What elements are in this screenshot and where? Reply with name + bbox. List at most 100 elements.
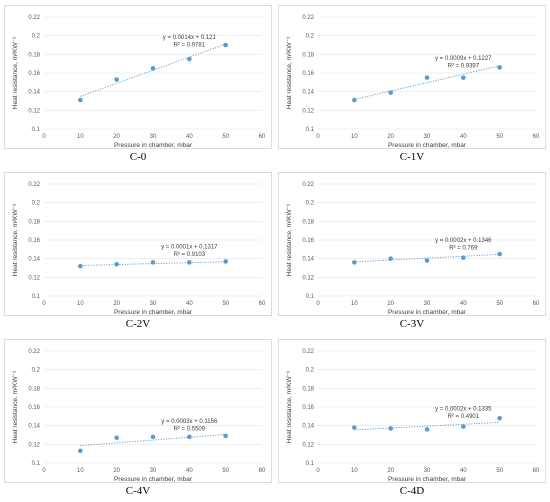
trendline-r2: R² = 0.4901 [448, 414, 480, 420]
trendline-equation: y = 0.0003x + 0.1156 [161, 419, 218, 425]
trendline-r2: R² = 0.9781 [174, 43, 206, 49]
x-tick-label: 50 [222, 134, 229, 140]
y-tick-label: 0.2 [32, 201, 41, 207]
y-tick-label: 0.12 [28, 108, 40, 114]
chart-frame [4, 172, 272, 316]
data-point [187, 434, 192, 440]
data-point [461, 75, 466, 80]
x-tick-label: 60 [259, 468, 266, 474]
x-tick-label: 20 [113, 468, 120, 474]
chart-caption-5: C-4D [399, 485, 425, 497]
x-tick-label: 60 [533, 301, 540, 307]
y-tick-label: 0.2 [32, 34, 41, 40]
data-point [352, 97, 357, 103]
chart-svg-4: 0.1 0.12 0.14 0.16 0.18 0.2 0.22 0 10 20 30 40 50 60 P… [4, 339, 272, 483]
y-tick-label: 0.14 [28, 257, 40, 263]
trendline [80, 261, 226, 266]
chart-svg-5: 0.1 0.12 0.14 0.16 0.18 0.2 0.22 0 10 20 30 40 50 60 P… [278, 339, 546, 483]
y-tick-label: 0.18 [302, 219, 314, 225]
chart-panel-0: 0.1 0.12 0.14 0.16 0.18 0.2 0.22 0 10 20 30 40 50 60 P… [4, 5, 272, 165]
x-tick-label: 30 [150, 468, 157, 474]
data-point [461, 424, 466, 429]
data-point [78, 448, 83, 454]
x-axis-label: Pressure in chamber, mbar [388, 142, 467, 149]
chart-svg-1: 0.1 0.12 0.14 0.16 0.18 0.2 0.22 0 10 20 30 40 50 60 P… [278, 5, 546, 149]
y-tick-label: 0.18 [302, 386, 314, 392]
data-point [187, 260, 192, 265]
y-axis-label: Heat resistance, m²KW⁻¹ [12, 36, 19, 109]
y-tick-label: 0.2 [306, 201, 315, 207]
data-point [114, 435, 119, 441]
x-tick-label: 30 [424, 134, 431, 140]
data-point [424, 427, 430, 432]
trendline-r2: R² = 0.769 [449, 246, 478, 252]
chart-svg-3: 0.1 0.12 0.14 0.16 0.18 0.2 0.22 0 10 20 30 40 50 60 P… [278, 172, 546, 316]
chart-svg-2: 0.1 0.12 0.14 0.16 0.18 0.2 0.22 0 10 20 30 40 50 60 P… [4, 172, 272, 316]
x-tick-label: 50 [496, 468, 503, 474]
y-tick-label: 0.16 [302, 71, 314, 77]
y-tick-label: 0.14 [302, 257, 314, 263]
x-tick-label: 20 [387, 134, 394, 140]
x-tick-label: 20 [113, 301, 120, 307]
data-point [78, 97, 83, 103]
x-tick-label: 10 [351, 134, 358, 140]
x-tick-label: 40 [460, 134, 467, 140]
x-tick-label: 10 [77, 468, 84, 474]
x-tick-label: 10 [351, 468, 358, 474]
chart-caption-0: C-0 [129, 151, 147, 163]
chart-panel-1: 0.1 0.12 0.14 0.16 0.18 0.2 0.22 0 10 20 30 40 50 60 P… [278, 5, 546, 165]
y-tick-label: 0.2 [306, 34, 315, 40]
x-tick-label: 10 [77, 134, 84, 140]
y-tick-label: 0.1 [32, 461, 41, 467]
x-tick-label: 20 [387, 468, 394, 474]
chart-frame [278, 339, 546, 483]
trendline-r2: R² = 0.9103 [174, 252, 206, 258]
chart-caption-1: C-1V [399, 151, 425, 163]
data-point [223, 42, 228, 48]
x-tick-label: 50 [222, 468, 229, 474]
trendline-r2: R² = 0.9397 [448, 64, 480, 70]
chart-svg-0: 0.1 0.12 0.14 0.16 0.18 0.2 0.22 0 10 20 30 40 50 60 P… [4, 5, 272, 149]
x-tick-label: 40 [460, 468, 467, 474]
y-axis-label: Heat resistance, m²KW⁻¹ [12, 370, 19, 443]
chart-panel-3: 0.1 0.12 0.14 0.16 0.18 0.2 0.22 0 10 20 30 40 50 60 P… [278, 172, 546, 332]
y-tick-label: 0.16 [28, 71, 40, 77]
x-axis-label: Pressure in chamber, mbar [388, 476, 467, 483]
x-tick-label: 30 [424, 301, 431, 307]
y-tick-label: 0.14 [28, 90, 40, 96]
data-point [150, 260, 156, 265]
y-tick-label: 0.22 [302, 15, 314, 21]
y-tick-label: 0.16 [302, 405, 314, 411]
data-point [150, 66, 156, 71]
y-tick-label: 0.1 [32, 294, 41, 300]
trendline [80, 433, 226, 447]
y-tick-label: 0.1 [306, 294, 315, 300]
y-tick-label: 0.1 [32, 127, 41, 133]
data-point [78, 263, 83, 269]
y-tick-label: 0.1 [306, 461, 315, 467]
x-tick-label: 10 [351, 301, 358, 307]
data-point [114, 261, 119, 267]
x-tick-label: 40 [186, 468, 193, 474]
trendline [354, 253, 500, 263]
data-point [424, 75, 430, 80]
y-tick-label: 0.12 [302, 442, 314, 448]
y-tick-label: 0.22 [28, 182, 40, 188]
y-tick-label: 0.14 [302, 90, 314, 96]
x-tick-label: 0 [42, 468, 46, 474]
data-point [497, 65, 502, 70]
x-tick-label: 50 [496, 134, 503, 140]
y-axis-label: Heat resistance, m²KW⁻¹ [286, 36, 293, 109]
y-tick-label: 0.14 [28, 424, 40, 430]
chart-frame [4, 339, 272, 483]
chart-frame [4, 5, 272, 149]
x-tick-label: 0 [316, 301, 320, 307]
x-tick-label: 40 [460, 301, 467, 307]
chart-caption-2: C-2V [125, 318, 151, 330]
y-tick-label: 0.16 [28, 405, 40, 411]
trendline-r2: R² = 0.5509 [174, 427, 206, 433]
data-point [388, 256, 393, 261]
chart-frame [278, 5, 546, 149]
x-tick-label: 0 [316, 468, 320, 474]
y-tick-label: 0.12 [302, 108, 314, 114]
